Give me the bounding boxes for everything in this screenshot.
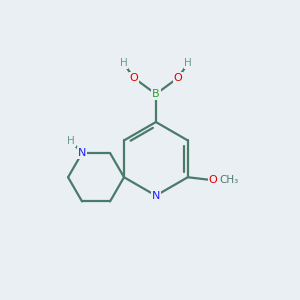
Text: H: H — [120, 58, 128, 68]
Text: O: O — [174, 73, 182, 83]
Text: B: B — [152, 89, 160, 99]
Text: O: O — [129, 73, 138, 83]
Text: N: N — [78, 148, 86, 158]
Text: H: H — [184, 58, 192, 68]
Text: H: H — [67, 136, 75, 146]
Text: CH₃: CH₃ — [219, 175, 238, 185]
Text: N: N — [152, 190, 160, 201]
Text: O: O — [208, 175, 217, 185]
